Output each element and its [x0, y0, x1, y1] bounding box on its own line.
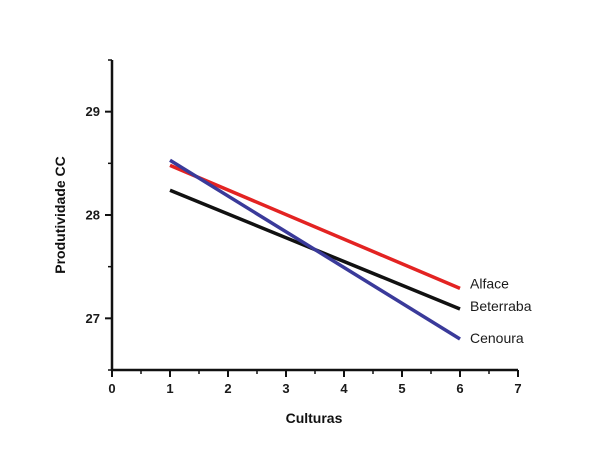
series-line-cenoura [169, 158, 461, 341]
series-labels: Alface Beterraba Cenoura [470, 275, 532, 346]
axes: 0 1 2 3 4 5 6 7 27 28 29 [86, 59, 522, 396]
x-tick-label: 5 [398, 381, 405, 396]
x-tick-label: 7 [514, 381, 521, 396]
series-line-alface [169, 163, 461, 290]
series-label-beterraba: Beterraba [470, 298, 532, 314]
x-axis-ticks: 0 1 2 3 4 5 6 7 [108, 370, 522, 396]
series-lines [169, 158, 461, 341]
y-tick-label: 29 [86, 104, 100, 119]
x-axis-title: Culturas [286, 410, 343, 426]
x-tick-label: 2 [224, 381, 231, 396]
y-tick-label: 27 [86, 311, 100, 326]
x-tick-label: 6 [456, 381, 463, 396]
y-axis-ticks: 27 28 29 [86, 59, 112, 371]
series-label-alface: Alface [470, 275, 509, 291]
x-tick-label: 1 [166, 381, 173, 396]
y-axis-title: Produtividade CC [52, 156, 68, 273]
x-tick-label: 0 [108, 381, 115, 396]
y-tick-label: 28 [86, 208, 100, 223]
x-tick-label: 4 [340, 381, 348, 396]
series-label-cenoura: Cenoura [470, 330, 524, 346]
x-tick-label: 3 [282, 381, 289, 396]
